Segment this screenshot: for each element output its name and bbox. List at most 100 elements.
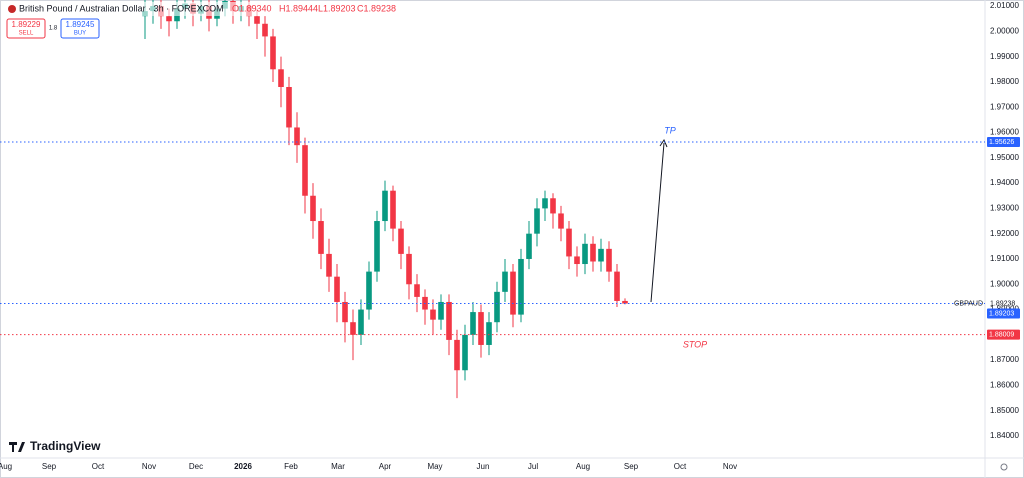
buy-label: BUY	[74, 31, 86, 37]
y-tick-label: 1.85000	[990, 406, 1019, 415]
candle-body	[550, 198, 556, 214]
candle-body	[622, 300, 628, 304]
x-tick-label: Dec	[189, 462, 203, 471]
branding: TradingView	[9, 439, 101, 453]
price-line-value: 1.89238	[990, 300, 1015, 307]
ohlc-close: C1.89238	[357, 3, 396, 13]
candle-body	[414, 284, 420, 297]
candle-body	[494, 291, 500, 323]
candle-body	[526, 233, 532, 259]
candle-body	[598, 248, 604, 262]
candle-body	[438, 301, 444, 320]
annotation-stop: STOP	[683, 339, 707, 349]
y-tick-label: 1.91000	[990, 254, 1019, 263]
ohlc-low: L1.89203	[318, 3, 356, 13]
candle-body	[390, 190, 396, 229]
brand-name: TradingView	[30, 439, 101, 453]
x-tick-label: Nov	[723, 462, 737, 471]
candle-body	[318, 221, 324, 254]
x-tick-label: Jun	[477, 462, 490, 471]
y-tick-label: 1.90000	[990, 279, 1019, 288]
candle-body	[278, 69, 284, 87]
candle-body	[254, 16, 260, 24]
candle-body	[582, 243, 588, 265]
sell-button[interactable]	[6, 18, 46, 39]
target-arrow	[650, 142, 665, 303]
sell-price: 1.89229	[12, 20, 41, 29]
candle-body	[430, 309, 436, 320]
candle-body	[542, 198, 548, 209]
price-tag	[987, 136, 1020, 147]
candle-body	[534, 208, 540, 234]
spread: 1.8	[49, 26, 58, 32]
y-tick-label: 1.87000	[990, 355, 1019, 364]
price-tag	[987, 329, 1020, 340]
candle-body	[382, 190, 388, 222]
symbol-icon	[8, 5, 16, 13]
candle-body	[342, 301, 348, 323]
sell-label: SELL	[19, 31, 34, 37]
price-tag-label: 1.89203	[989, 310, 1014, 317]
candle-body	[486, 322, 492, 345]
x-tick-label: Aug	[0, 462, 12, 471]
candle-body	[566, 228, 572, 257]
x-tick-label: Aug	[576, 462, 590, 471]
x-tick-label: May	[427, 462, 442, 471]
candle-body	[262, 23, 268, 37]
candle-body	[294, 127, 300, 146]
trade-panel: 1.89229 SELL 1.8 1.89245 BUY	[6, 18, 100, 39]
candle-body	[470, 312, 476, 335]
y-tick-label: 1.84000	[990, 431, 1019, 440]
buy-price: 1.89245	[66, 20, 95, 29]
candle-body	[478, 312, 484, 345]
candle-body	[302, 145, 308, 196]
ohlc-high: H1.89444	[279, 3, 318, 13]
header-bg	[2, 2, 282, 16]
settings-icon[interactable]	[1000, 463, 1008, 471]
symbol-title: British Pound / Australian Dollar · 3h ·…	[19, 3, 224, 13]
candle-body	[574, 256, 580, 265]
candle-body	[358, 309, 364, 335]
candle-body	[286, 86, 292, 128]
arrow-head	[659, 138, 668, 148]
candle-body	[614, 271, 620, 301]
candle-body	[334, 276, 340, 302]
logo-mark	[9, 442, 25, 452]
y-tick-label: 1.86000	[990, 381, 1019, 390]
candle-body	[166, 16, 172, 22]
candle-body	[446, 301, 452, 340]
x-tick-label: Nov	[142, 462, 156, 471]
candle-body	[310, 195, 316, 222]
x-tick-label: Oct	[674, 462, 687, 471]
candle-body	[510, 271, 516, 315]
price-line-name: GBPAUD	[954, 300, 983, 307]
x-tick-label: Mar	[331, 462, 345, 471]
y-tick-label: 1.97000	[990, 102, 1019, 111]
candle-body	[502, 271, 508, 292]
candle-body	[606, 248, 612, 272]
y-tick-label: 1.98000	[990, 77, 1019, 86]
x-tick-label: Apr	[379, 462, 392, 471]
candle-body	[374, 221, 380, 272]
candle-body	[454, 339, 460, 371]
x-tick-label: Feb	[284, 462, 298, 471]
candle-body	[366, 271, 372, 310]
candle-body	[462, 334, 468, 371]
candle-body	[558, 213, 564, 229]
price-tag	[987, 308, 1020, 319]
y-tick-label: 1.94000	[990, 178, 1019, 187]
price-tag-label: 1.95626	[989, 139, 1014, 146]
y-tick-label: 1.93000	[990, 203, 1019, 212]
candle-body	[398, 228, 404, 254]
candle-body	[590, 243, 596, 262]
buy-button[interactable]	[60, 18, 100, 39]
candle-body	[406, 253, 412, 285]
overlay	[650, 138, 668, 303]
header: British Pound / Australian Dollar · 3h ·…	[2, 2, 396, 16]
y-tick-label: 2.00000	[990, 26, 1019, 35]
x-tick-label: Sep	[42, 462, 57, 471]
x-tick-label: 2026	[234, 462, 252, 471]
